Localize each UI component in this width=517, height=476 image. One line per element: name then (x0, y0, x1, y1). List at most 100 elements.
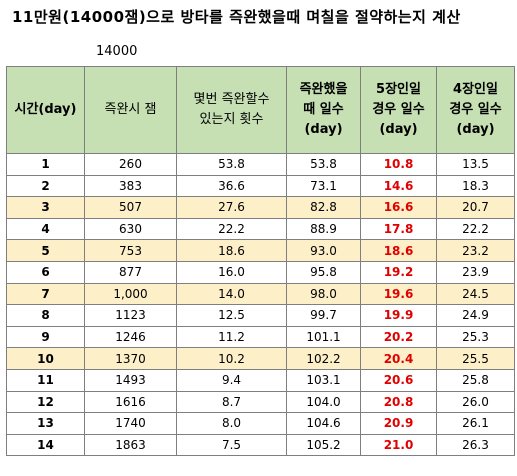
header-days: 즉완했을 때 일수 (day) (286, 66, 361, 154)
cell-day: 13 (6, 412, 85, 435)
cell-day: 10 (6, 347, 85, 370)
cell-gems: 1,000 (84, 282, 177, 306)
cell-days: 93.0 (286, 239, 361, 262)
cell-gems: 1616 (84, 390, 177, 414)
cell-day: 6 (6, 260, 85, 284)
header-days-line: 즉완했을 (299, 82, 348, 97)
table-row: 4 630 22.2 88.9 17.8 22.2 (6, 217, 515, 241)
cell-day: 11 (6, 368, 85, 392)
cell-day: 14 (6, 433, 85, 457)
table-row: 2 383 36.6 73.1 14.6 18.3 (6, 174, 515, 198)
cell-day: 9 (6, 325, 85, 349)
header-row: 시간(day) 즉완시 잼 몇번 즉완할수 있는지 횟수 즉완했을 때 일수 (day) 5장… (6, 66, 515, 154)
cell-four-cards: 25.5 (436, 347, 515, 370)
cell-day: 4 (6, 217, 85, 241)
cell-day: 3 (6, 196, 85, 219)
cell-four-cards: 20.7 (436, 196, 515, 219)
cell-day: 7 (6, 282, 85, 306)
cell-five-cards: 19.6 (360, 282, 437, 306)
cell-days: 99.7 (286, 304, 361, 327)
cell-five-cards: 19.9 (360, 304, 437, 327)
cell-times: 11.2 (176, 325, 287, 349)
cell-times: 53.8 (176, 153, 287, 176)
calc-table: 시간(day) 즉완시 잼 몇번 즉완할수 있는지 횟수 즉완했을 때 일수 (day) 5장… (6, 66, 515, 457)
cell-gems: 507 (84, 196, 177, 219)
header-four-cards: 4장인일 경우 일수 (day) (436, 66, 515, 154)
header-day-line: 시간(day) (14, 102, 77, 117)
cell-five-cards: 10.8 (360, 153, 437, 176)
cell-gems: 753 (84, 239, 177, 262)
header-day: 시간(day) (6, 66, 85, 154)
cell-gems: 383 (84, 174, 177, 198)
cell-five-cards: 20.9 (360, 412, 437, 435)
table-row: 9 1246 11.2 101.1 20.2 25.3 (6, 325, 515, 349)
header-gems: 즉완시 잼 (84, 66, 177, 154)
header-four-cards-line: 경우 일수 (449, 102, 502, 117)
cell-times: 8.0 (176, 412, 287, 435)
header-times-line: 몇번 즉완할수 (193, 92, 270, 107)
cell-gems: 1740 (84, 412, 177, 435)
table-row: 11 1493 9.4 103.1 20.6 25.8 (6, 368, 515, 392)
cell-five-cards: 20.8 (360, 390, 437, 414)
cell-day: 1 (6, 153, 85, 176)
table-row: 6 877 16.0 95.8 19.2 23.9 (6, 260, 515, 284)
cell-days: 53.8 (286, 153, 361, 176)
cell-five-cards: 14.6 (360, 174, 437, 198)
header-days-line: 때 일수 (303, 102, 344, 117)
table-row: 1 260 53.8 53.8 10.8 13.5 (6, 153, 515, 176)
cell-five-cards: 17.8 (360, 217, 437, 241)
cell-five-cards: 16.6 (360, 196, 437, 219)
table-row: 10 1370 10.2 102.2 20.4 25.5 (6, 347, 515, 370)
cell-gems: 1246 (84, 325, 177, 349)
cell-gems: 877 (84, 260, 177, 284)
cell-days: 98.0 (286, 282, 361, 306)
table-row: 5 753 18.6 93.0 18.6 23.2 (6, 239, 515, 262)
cell-five-cards: 18.6 (360, 239, 437, 262)
cell-gems: 1123 (84, 304, 177, 327)
page-title: 11만원(14000잼)으로 방타를 즉완했을때 며칠을 절약하는지 계산 (12, 8, 461, 26)
cell-days: 102.2 (286, 347, 361, 370)
cell-days: 88.9 (286, 217, 361, 241)
gem-amount-label: 14000 (96, 44, 138, 59)
cell-times: 27.6 (176, 196, 287, 219)
cell-times: 12.5 (176, 304, 287, 327)
cell-gems: 630 (84, 217, 177, 241)
cell-days: 104.0 (286, 390, 361, 414)
cell-four-cards: 24.5 (436, 282, 515, 306)
cell-days: 82.8 (286, 196, 361, 219)
cell-four-cards: 13.5 (436, 153, 515, 176)
cell-day: 5 (6, 239, 85, 262)
cell-gems: 1863 (84, 433, 177, 457)
cell-days: 103.1 (286, 368, 361, 392)
cell-times: 7.5 (176, 433, 287, 457)
cell-four-cards: 25.3 (436, 325, 515, 349)
table-row: 7 1,000 14.0 98.0 19.6 24.5 (6, 282, 515, 306)
cell-four-cards: 26.3 (436, 433, 515, 457)
cell-four-cards: 26.0 (436, 390, 515, 414)
cell-day: 12 (6, 390, 85, 414)
table-row: 12 1616 8.7 104.0 20.8 26.0 (6, 390, 515, 414)
cell-four-cards: 23.9 (436, 260, 515, 284)
table-row: 13 1740 8.0 104.6 20.9 26.1 (6, 412, 515, 435)
header-four-cards-line: 4장인일 (453, 82, 498, 97)
header-times-line: 있는지 횟수 (199, 112, 264, 127)
cell-times: 22.2 (176, 217, 287, 241)
cell-times: 9.4 (176, 368, 287, 392)
cell-times: 8.7 (176, 390, 287, 414)
cell-four-cards: 22.2 (436, 217, 515, 241)
cell-four-cards: 18.3 (436, 174, 515, 198)
cell-five-cards: 20.6 (360, 368, 437, 392)
cell-days: 95.8 (286, 260, 361, 284)
header-five-cards-line: 5장인일 (376, 82, 421, 97)
cell-five-cards: 19.2 (360, 260, 437, 284)
cell-gems: 1370 (84, 347, 177, 370)
table-row: 8 1123 12.5 99.7 19.9 24.9 (6, 304, 515, 327)
header-five-cards-line: 경우 일수 (372, 102, 425, 117)
cell-day: 2 (6, 174, 85, 198)
cell-four-cards: 26.1 (436, 412, 515, 435)
table-row: 3 507 27.6 82.8 16.6 20.7 (6, 196, 515, 219)
cell-times: 16.0 (176, 260, 287, 284)
header-five-cards-line: (day) (379, 122, 418, 137)
cell-times: 36.6 (176, 174, 287, 198)
